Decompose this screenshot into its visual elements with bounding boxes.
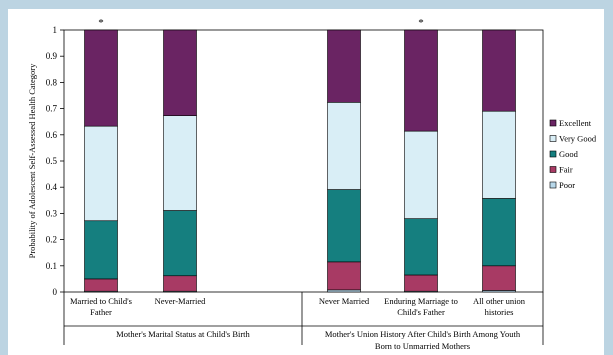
bar-segment-good	[404, 218, 438, 276]
y-tick-label: 1	[53, 25, 58, 35]
bar-segment-excellent	[163, 29, 197, 116]
bar-segment-poor	[327, 289, 361, 293]
stacked-bar	[482, 29, 516, 293]
stacked-bar	[327, 29, 361, 293]
y-tick-label: 0.8	[46, 77, 58, 87]
legend-item: Fair	[549, 165, 573, 175]
x-category-label: Enduring Marriage to	[384, 296, 458, 306]
x-group-label: Born to Unmarried Mothers	[375, 341, 470, 351]
axes	[63, 29, 544, 345]
legend-label: Excellent	[559, 118, 592, 128]
bar-segment-excellent	[482, 29, 516, 112]
legend-swatch	[549, 135, 557, 142]
legend-item: Good	[549, 149, 579, 159]
legend-item: Poor	[549, 180, 575, 190]
stacked-bar	[404, 29, 438, 293]
y-tick-label: 0.7	[46, 104, 58, 114]
significance-star: *	[418, 17, 424, 29]
x-category-label: Married to Child's	[70, 296, 132, 306]
x-group-label: Mother's Marital Status at Child's Birth	[116, 329, 250, 339]
bar-segment-good	[84, 220, 118, 280]
bar-segment-fair	[163, 275, 197, 292]
x-category-label: Never Married	[319, 296, 370, 306]
bar-segment-very-good	[482, 110, 516, 199]
x-category-label: histories	[485, 307, 514, 317]
bar-segment-very-good	[84, 125, 118, 222]
bar-segment-fair	[482, 265, 516, 291]
y-tick-label: 0.5	[46, 156, 58, 166]
bar-segment-excellent	[327, 29, 361, 103]
bar-segment-fair	[404, 274, 438, 292]
significance-markers: * *	[98, 17, 424, 29]
y-tick-label: 0.4	[46, 182, 58, 192]
bar-segment-fair	[84, 278, 118, 292]
bar-segment-very-good	[404, 130, 438, 219]
plot-area-border	[63, 29, 544, 293]
legend-label: Very Good	[559, 134, 597, 144]
bars	[84, 29, 516, 293]
y-tick-label: 0.3	[46, 208, 58, 218]
stacked-bar	[163, 29, 197, 293]
chart-panel: 0 0.1 0.2 0.3 0.4 0.5 0.6 0.7 0.8 0.9 1 * * Married…	[8, 9, 604, 355]
y-tick-label: 0.6	[46, 130, 58, 140]
bar-segment-good	[327, 189, 361, 263]
bar-segment-excellent	[84, 29, 118, 127]
bar-segment-very-good	[327, 102, 361, 190]
legend-swatch	[549, 166, 557, 173]
y-axis-title: Probability of Adolescent Self-Assessed …	[27, 63, 37, 259]
stacked-bar-chart: 00.10.20.30.40.50.60.70.80.91 * * Married…	[27, 17, 597, 351]
legend-label: Good	[559, 149, 579, 159]
legend-item: Excellent	[549, 118, 592, 128]
x-category-label: All other union	[473, 296, 526, 306]
y-tick-label: 0.9	[46, 51, 58, 61]
x-category-label: Child's Father	[397, 307, 445, 317]
y-tick-label: 0	[53, 287, 58, 297]
legend-label: Fair	[559, 165, 573, 175]
x-category-label: Father	[90, 307, 112, 317]
x-category-label: Never-Married	[155, 296, 207, 306]
group-labels: Mother's Marital Status at Child's Birth…	[116, 329, 521, 351]
y-tick-label: 0.2	[46, 235, 57, 245]
stacked-bar	[84, 29, 118, 293]
legend-label: Poor	[559, 180, 575, 190]
legend-item: Very Good	[549, 134, 597, 144]
bar-segment-very-good	[163, 115, 197, 211]
bar-segment-good	[482, 198, 516, 267]
y-tick-label: 0.1	[46, 261, 57, 271]
bar-segment-excellent	[404, 29, 438, 132]
y-axis-ticks: 0 0.1 0.2 0.3 0.4 0.5 0.6 0.7 0.8 0.9 1	[46, 25, 64, 297]
legend-swatch	[549, 181, 557, 189]
bar-segment-good	[163, 210, 197, 277]
legend-swatch	[549, 150, 557, 158]
x-group-label: Mother's Union History After Child's Bir…	[325, 329, 521, 339]
bar-segment-fair	[327, 261, 361, 291]
legend: Excellent Very Good Good Fair Poor	[549, 118, 597, 190]
significance-star: *	[98, 17, 104, 29]
legend-swatch	[549, 119, 557, 127]
